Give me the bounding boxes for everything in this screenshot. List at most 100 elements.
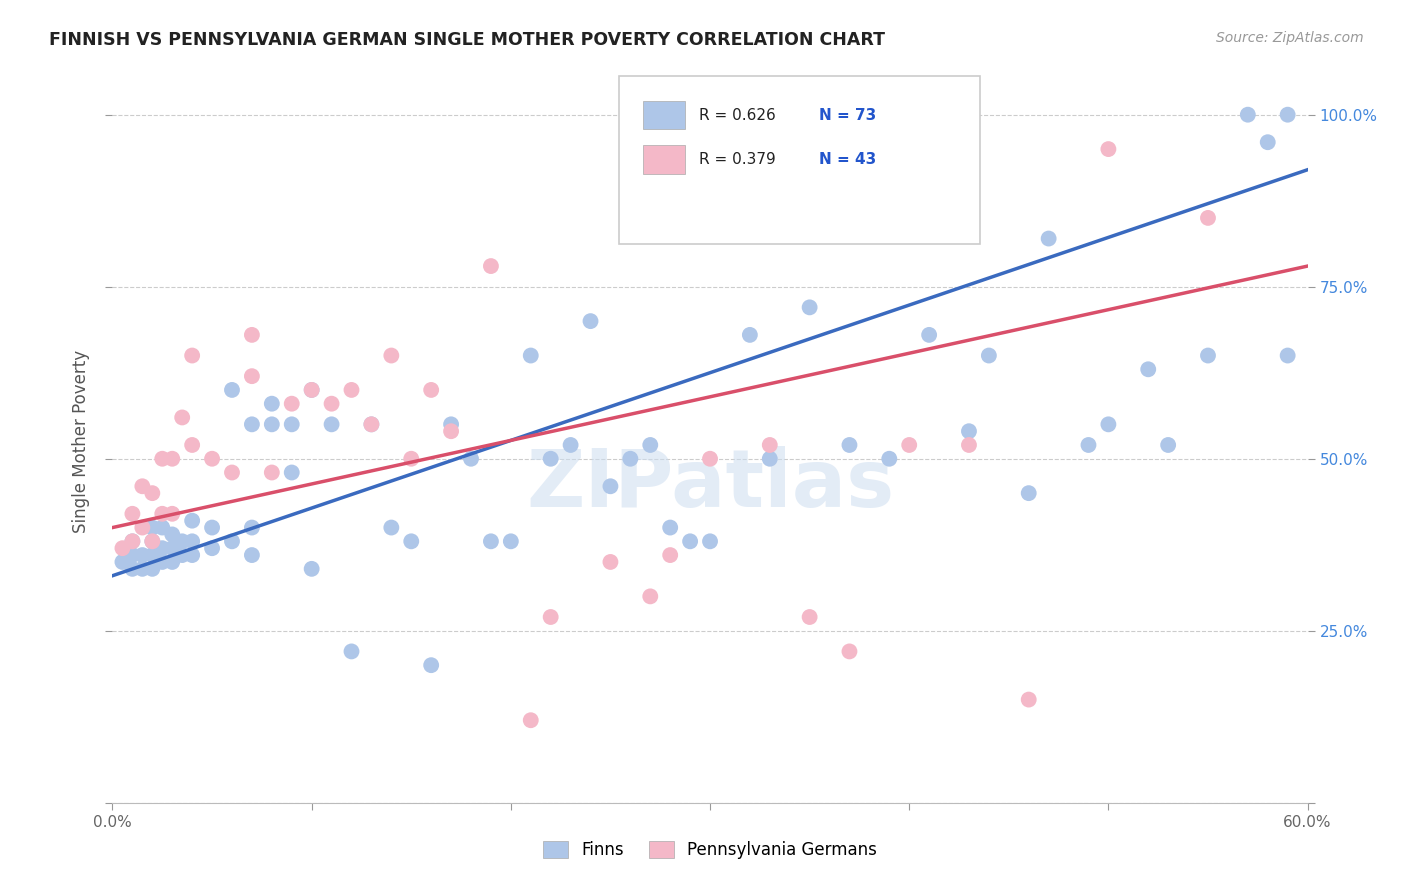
Point [131, 520, 153, 534]
Point [201, 520, 224, 534]
Point [640, 590, 662, 604]
Point [838, 438, 860, 452]
Point [240, 548, 263, 562]
Point [111, 541, 134, 556]
Point [520, 713, 543, 727]
Point [260, 466, 283, 480]
Point [640, 438, 662, 452]
Point [150, 451, 173, 466]
Point [150, 541, 173, 556]
Point [1197, 211, 1219, 225]
Point [799, 610, 821, 624]
Point [1018, 486, 1040, 500]
Point [281, 466, 304, 480]
Point [619, 451, 641, 466]
Point [121, 534, 143, 549]
Point [479, 259, 502, 273]
Point [321, 417, 343, 432]
Point [1237, 108, 1260, 122]
Point [301, 383, 323, 397]
Point [1018, 692, 1040, 706]
Point [181, 534, 204, 549]
Point [380, 520, 402, 534]
Point [380, 349, 402, 363]
Point [1038, 231, 1060, 245]
Point [121, 507, 143, 521]
Point [181, 349, 204, 363]
Point [401, 451, 423, 466]
Point [141, 548, 163, 562]
Point [957, 438, 980, 452]
Point [150, 555, 173, 569]
Point [440, 417, 463, 432]
Point [1137, 362, 1160, 376]
Point [150, 520, 173, 534]
Text: ZIPatlas: ZIPatlas [526, 446, 894, 524]
Point [957, 424, 980, 438]
Point [260, 417, 283, 432]
Point [201, 451, 224, 466]
Point [141, 486, 163, 500]
Point [1277, 349, 1299, 363]
Point [260, 397, 283, 411]
Text: Source: ZipAtlas.com: Source: ZipAtlas.com [1216, 31, 1364, 45]
Point [799, 301, 821, 315]
Point [460, 451, 482, 466]
Point [599, 479, 621, 493]
Point [898, 438, 921, 452]
Point [918, 327, 941, 342]
Point [172, 410, 194, 425]
Point [141, 534, 163, 549]
Point [579, 314, 602, 328]
Point [659, 520, 682, 534]
Point [141, 562, 163, 576]
Point [240, 327, 263, 342]
Point [141, 534, 163, 549]
Point [479, 534, 502, 549]
Point [141, 520, 163, 534]
Point [540, 451, 562, 466]
Point [172, 548, 194, 562]
Point [879, 451, 901, 466]
Point [281, 417, 304, 432]
Point [838, 644, 860, 658]
Point [1097, 417, 1119, 432]
Point [121, 548, 143, 562]
Text: N = 43: N = 43 [818, 153, 876, 167]
Point [659, 548, 682, 562]
Point [699, 534, 721, 549]
Text: R = 0.626: R = 0.626 [700, 108, 776, 122]
Point [340, 644, 363, 658]
Point [499, 534, 522, 549]
Point [540, 610, 562, 624]
Point [131, 562, 153, 576]
Text: R = 0.379: R = 0.379 [700, 153, 776, 167]
Point [221, 466, 243, 480]
Legend: Finns, Pennsylvania Germans: Finns, Pennsylvania Germans [543, 841, 877, 860]
Point [240, 520, 263, 534]
Point [201, 541, 224, 556]
Point [1077, 438, 1099, 452]
Point [181, 438, 204, 452]
Point [181, 548, 204, 562]
Point [172, 534, 194, 549]
Point [1097, 142, 1119, 156]
Point [420, 383, 443, 397]
Point [420, 658, 443, 673]
Point [240, 417, 263, 432]
Point [121, 534, 143, 549]
Point [360, 417, 382, 432]
Point [301, 383, 323, 397]
Text: N = 73: N = 73 [818, 108, 876, 122]
Point [162, 507, 183, 521]
Point [1197, 349, 1219, 363]
Point [221, 534, 243, 549]
Text: FINNISH VS PENNSYLVANIA GERMAN SINGLE MOTHER POVERTY CORRELATION CHART: FINNISH VS PENNSYLVANIA GERMAN SINGLE MO… [49, 31, 886, 49]
Point [520, 349, 543, 363]
Point [1157, 438, 1180, 452]
Point [599, 555, 621, 569]
Point [977, 349, 1000, 363]
Point [131, 548, 153, 562]
Point [1277, 108, 1299, 122]
Point [162, 555, 183, 569]
